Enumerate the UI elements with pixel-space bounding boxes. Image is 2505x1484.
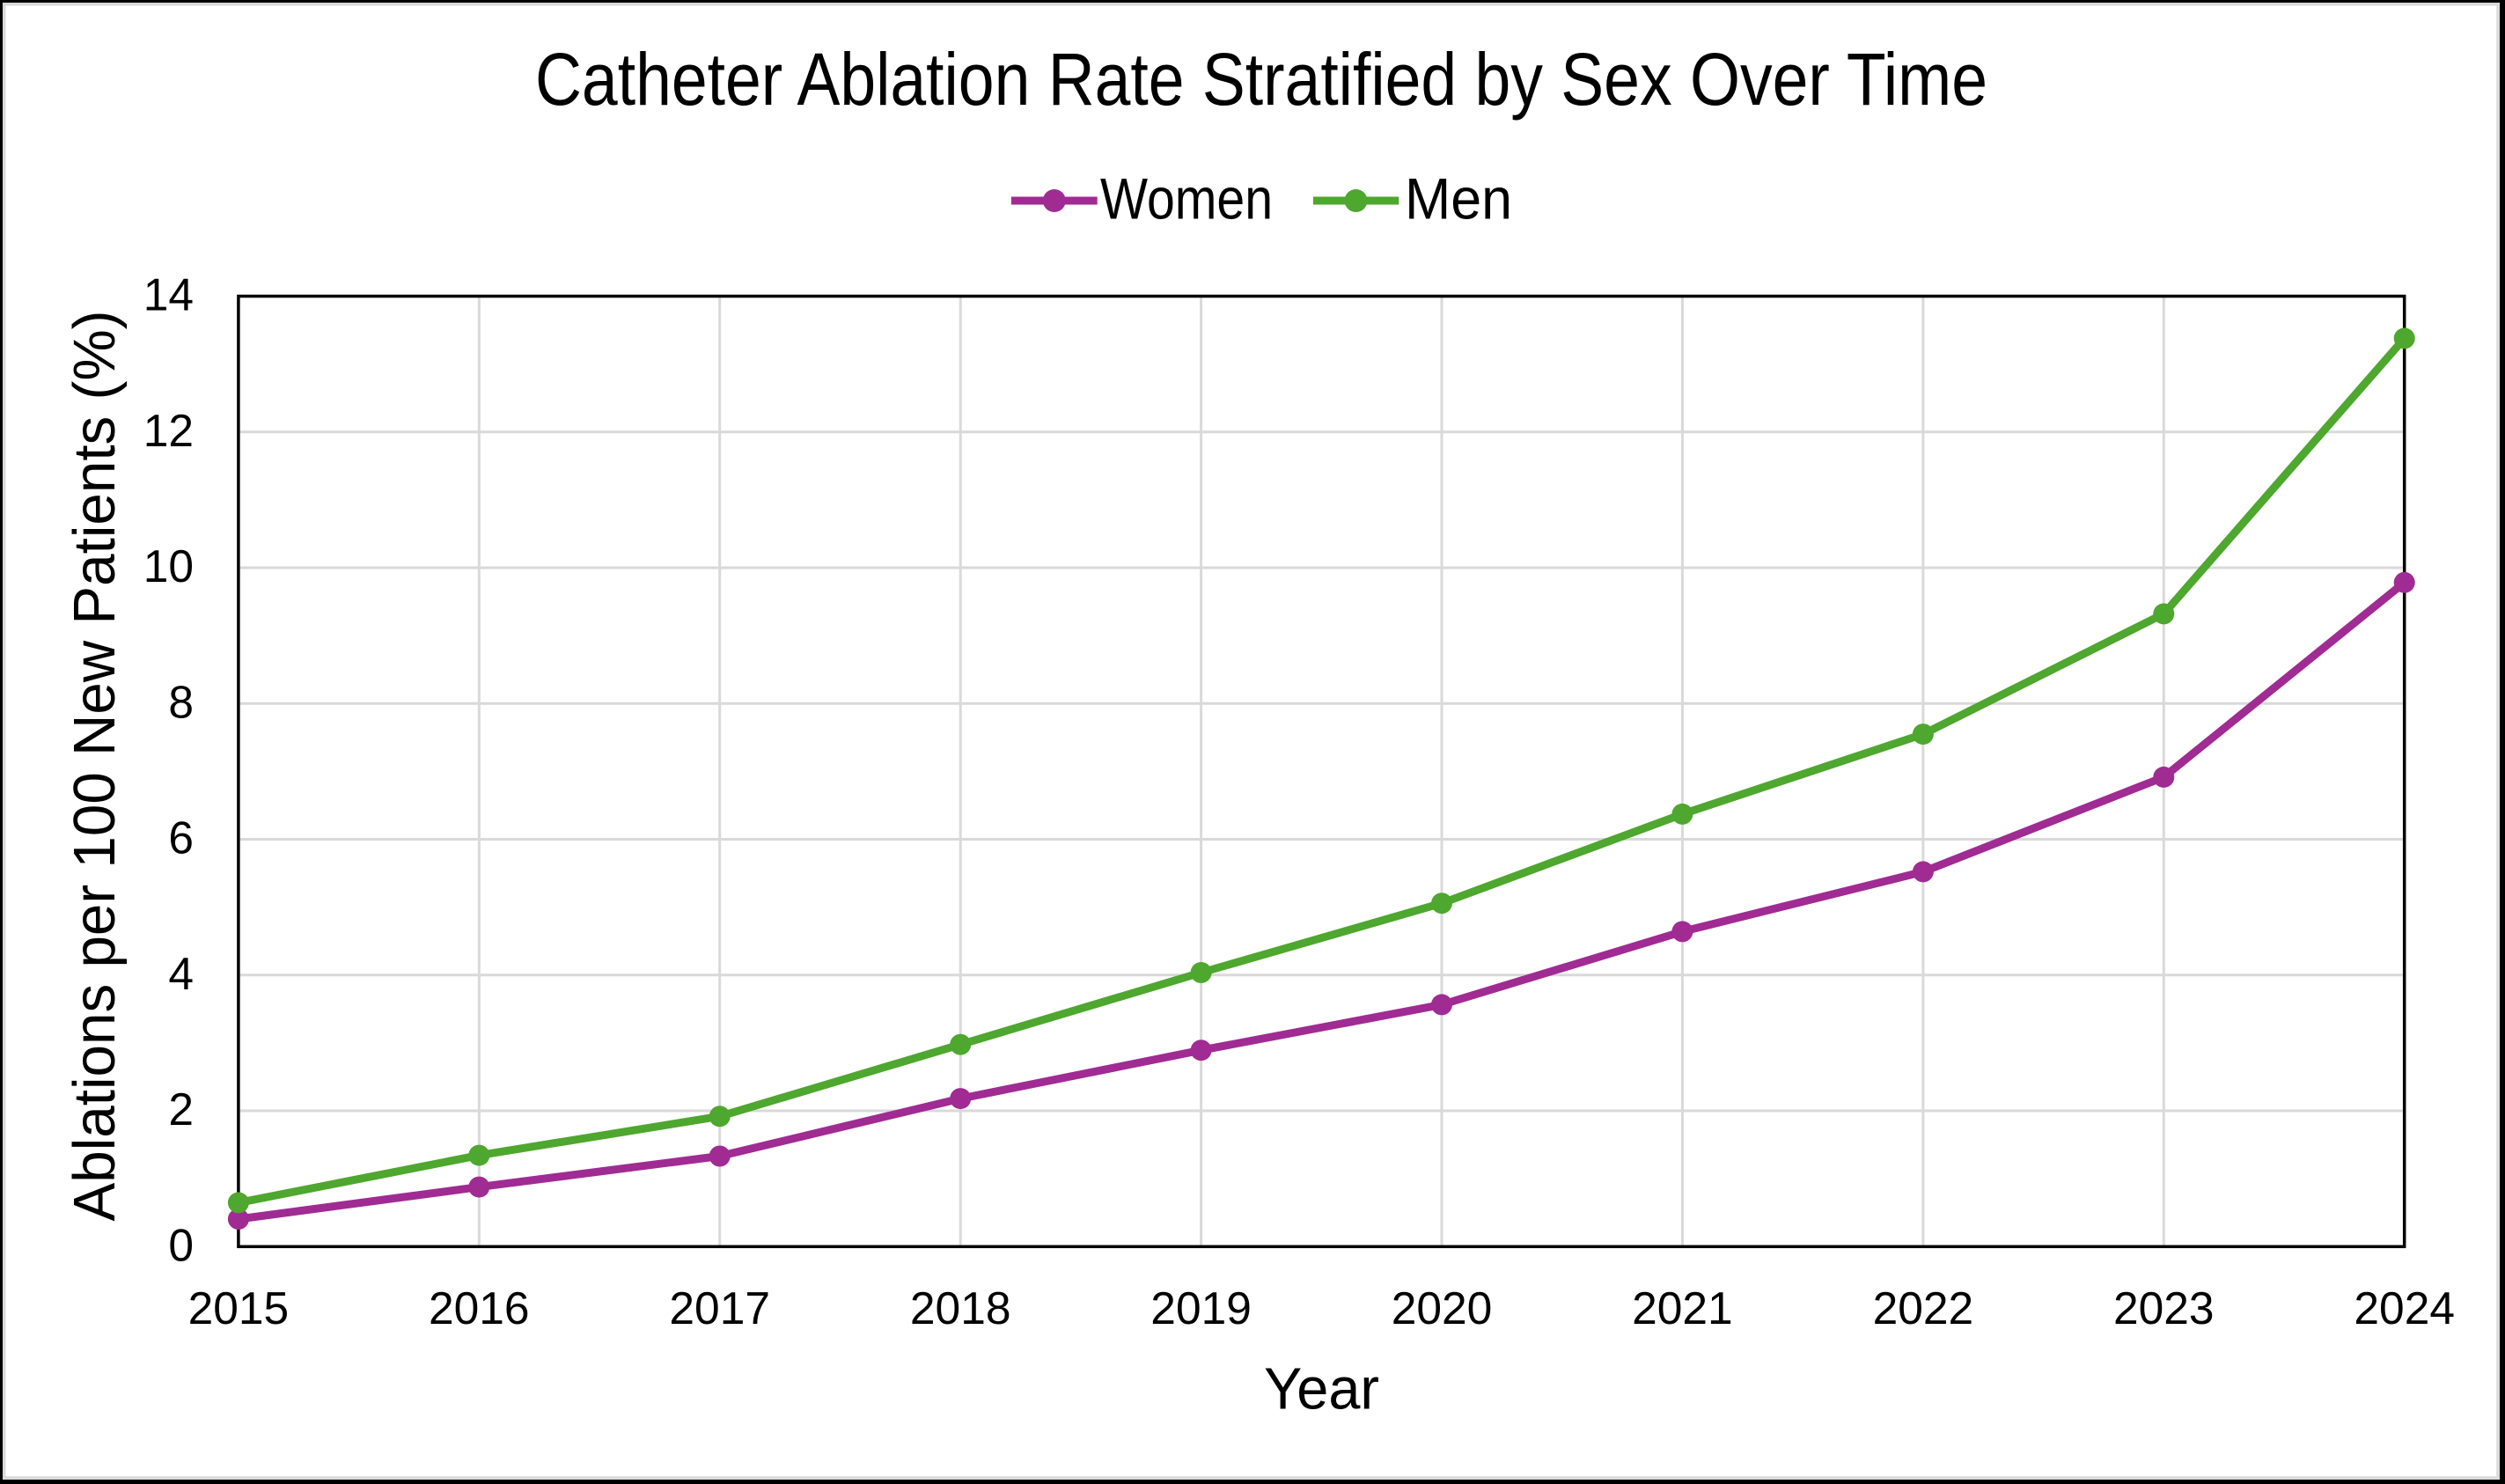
svg-text:10: 10 (143, 540, 194, 591)
svg-text:4: 4 (168, 948, 194, 999)
svg-text:2019: 2019 (1150, 1282, 1252, 1333)
svg-text:2017: 2017 (669, 1282, 770, 1333)
svg-text:2022: 2022 (1873, 1282, 1974, 1333)
svg-text:2: 2 (168, 1084, 194, 1135)
svg-text:6: 6 (168, 812, 194, 863)
svg-text:2020: 2020 (1392, 1282, 1493, 1333)
svg-text:14: 14 (143, 269, 194, 320)
svg-text:2015: 2015 (188, 1282, 290, 1333)
svg-text:2016: 2016 (429, 1282, 530, 1333)
svg-text:8: 8 (168, 677, 194, 728)
svg-text:Year: Year (1264, 1355, 1379, 1422)
svg-text:2021: 2021 (1632, 1282, 1733, 1333)
svg-text:2018: 2018 (910, 1282, 1011, 1333)
svg-text:Catheter Ablation Rate Stratif: Catheter Ablation Rate Stratified by Sex… (535, 38, 1987, 121)
svg-text:Men: Men (1405, 165, 1512, 231)
svg-text:12: 12 (143, 405, 194, 456)
svg-text:2024: 2024 (2354, 1282, 2455, 1333)
svg-text:2023: 2023 (2113, 1282, 2215, 1333)
svg-text:Women: Women (1100, 165, 1273, 231)
svg-text:0: 0 (168, 1220, 194, 1271)
svg-text:Ablations per 100 New Patients: Ablations per 100 New Patients (%) (62, 311, 128, 1222)
